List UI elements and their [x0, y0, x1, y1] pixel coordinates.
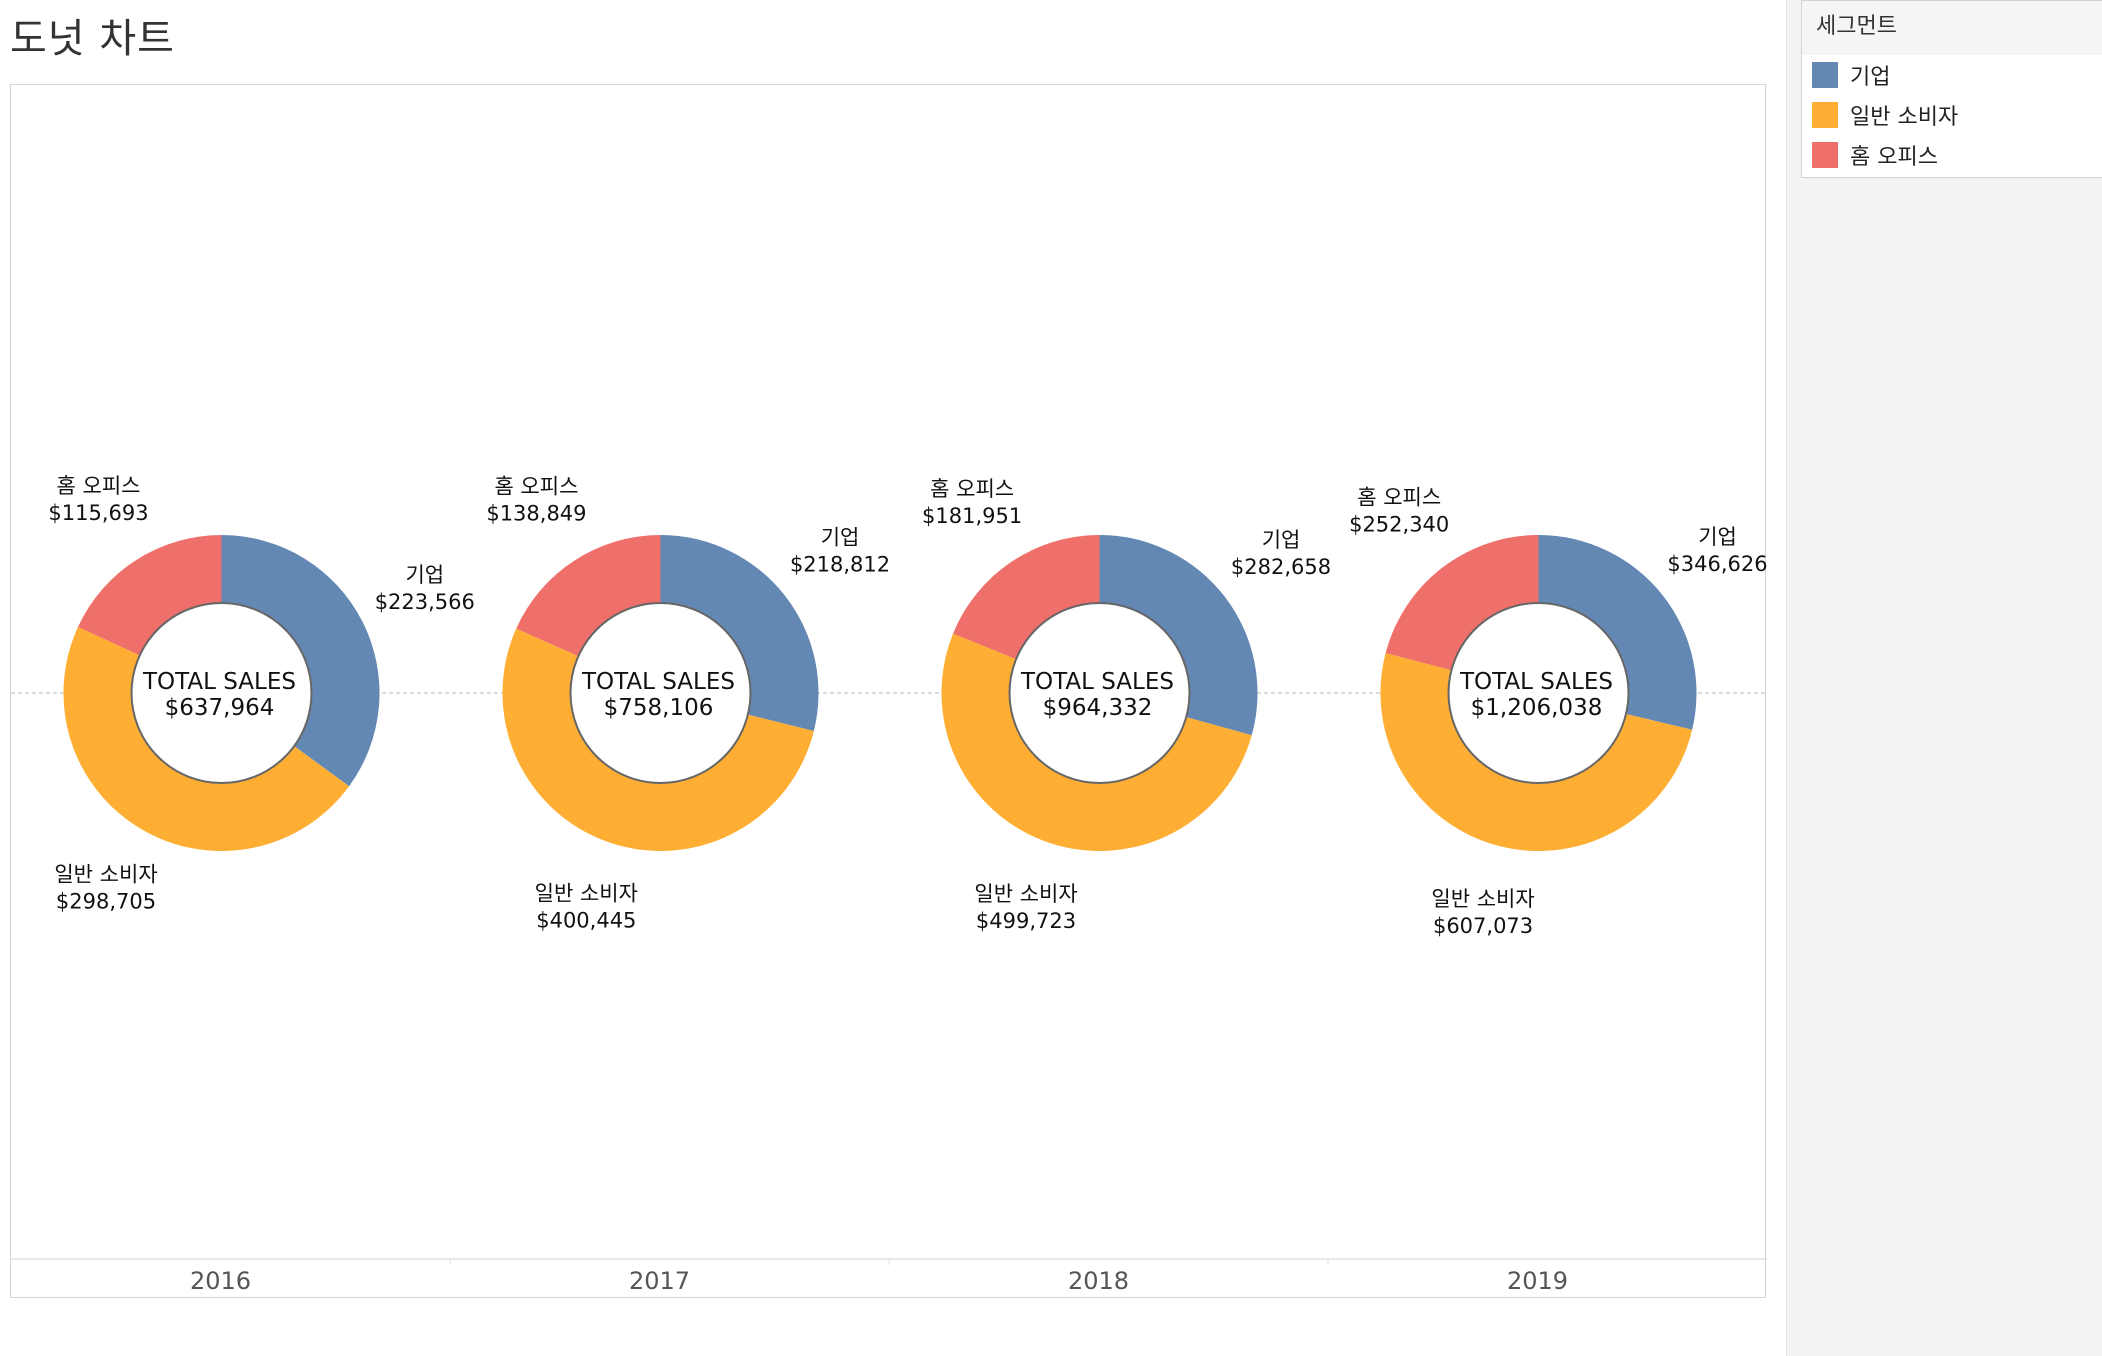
slice-label: 홈 오피스 $138,849 — [486, 475, 586, 526]
legend-title: 세그먼트 — [1802, 1, 2102, 55]
center-total: $1,206,038 — [1471, 695, 1603, 721]
legend-swatch — [1812, 62, 1838, 88]
donut-slice[interactable] — [221, 535, 380, 787]
x-tick-label: 2018 — [1068, 1267, 1129, 1295]
legend-label: 기업 — [1850, 65, 1891, 90]
slice-label: 일반 소비자 $298,705 — [54, 863, 157, 914]
slice-label: 홈 오피스 $252,340 — [1349, 486, 1449, 537]
donut-2018: 기업 $282,658 일반 소비자 $499,723 홈 오피스 $181,951 TOT… — [922, 477, 1331, 933]
center-label: TOTAL SALES — [142, 669, 296, 695]
slice-label: 일반 소비자 $499,723 — [974, 882, 1077, 933]
center-label: TOTAL SALES — [581, 669, 735, 695]
legend-label: 홈 오피스 — [1850, 145, 1938, 170]
legend-swatch — [1812, 142, 1838, 168]
slice-label: 기업 $218,812 — [790, 525, 890, 576]
donut-slice[interactable] — [63, 626, 350, 851]
donut-2016: 기업 $223,566 일반 소비자 $298,705 홈 오피스 $115,693 TOT… — [48, 474, 474, 914]
donut-slice[interactable] — [502, 628, 814, 852]
slice-label: 일반 소비자 $400,445 — [535, 882, 638, 933]
slice-label: 기업 $346,626 — [1667, 525, 1767, 576]
donut-slice[interactable] — [660, 535, 819, 731]
slice-label: 기업 $223,566 — [375, 563, 475, 614]
center-total: $758,106 — [604, 695, 714, 721]
x-tick-label: 2016 — [190, 1267, 251, 1295]
donut-slice[interactable] — [1099, 535, 1258, 736]
donut-slice[interactable] — [953, 535, 1100, 660]
donut-2019: 기업 $346,626 일반 소비자 $607,073 홈 오피스 $252,340 TOT… — [1349, 486, 1767, 939]
legend-label: 일반 소비자 — [1850, 105, 1959, 130]
donut-slice[interactable] — [1385, 535, 1539, 671]
donut-hole — [1447, 602, 1630, 784]
donut-2017: 기업 $218,812 일반 소비자 $400,445 홈 오피스 $138,849 TOT… — [486, 475, 890, 933]
center-label: TOTAL SALES — [1459, 669, 1613, 695]
donut-chart: 기업 $223,566 일반 소비자 $298,705 홈 오피스 $115,693 TOT… — [11, 474, 1767, 1295]
legend-item-consumer[interactable]: 일반 소비자 — [1802, 95, 2102, 135]
donut-slice[interactable] — [1538, 535, 1697, 730]
slice-label: 홈 오피스 $115,693 — [48, 474, 148, 525]
donut-slice[interactable] — [1380, 652, 1693, 852]
legend-item-corporate[interactable]: 기업 — [1802, 55, 2102, 95]
x-tick-label: 2019 — [1507, 1267, 1568, 1295]
donut-slice[interactable] — [516, 535, 661, 657]
page-title: 도넛 차트 — [10, 16, 175, 62]
donut-hole — [130, 602, 313, 784]
slice-label: 기업 $282,658 — [1231, 528, 1331, 579]
donut-hole — [569, 602, 752, 784]
legend-item-home-office[interactable]: 홈 오피스 — [1802, 135, 2102, 175]
donut-chart-panel: 기업 $223,566 일반 소비자 $298,705 홈 오피스 $115,693 TOT… — [10, 84, 1767, 1298]
right-panel: 세그먼트 기업 일반 소비자 홈 오피스 — [1786, 0, 2102, 1356]
center-label: TOTAL SALES — [1020, 669, 1174, 695]
donut-slice[interactable] — [77, 535, 222, 656]
donut-hole — [1008, 602, 1191, 784]
center-total: $637,964 — [165, 695, 275, 721]
donut-slice[interactable] — [941, 633, 1252, 851]
center-total: $964,332 — [1043, 695, 1153, 721]
slice-label: 일반 소비자 $607,073 — [1431, 887, 1534, 938]
legend: 세그먼트 기업 일반 소비자 홈 오피스 — [1801, 0, 2102, 178]
slice-label: 홈 오피스 $181,951 — [922, 477, 1022, 528]
x-tick-label: 2017 — [629, 1267, 690, 1295]
legend-swatch — [1812, 102, 1838, 128]
